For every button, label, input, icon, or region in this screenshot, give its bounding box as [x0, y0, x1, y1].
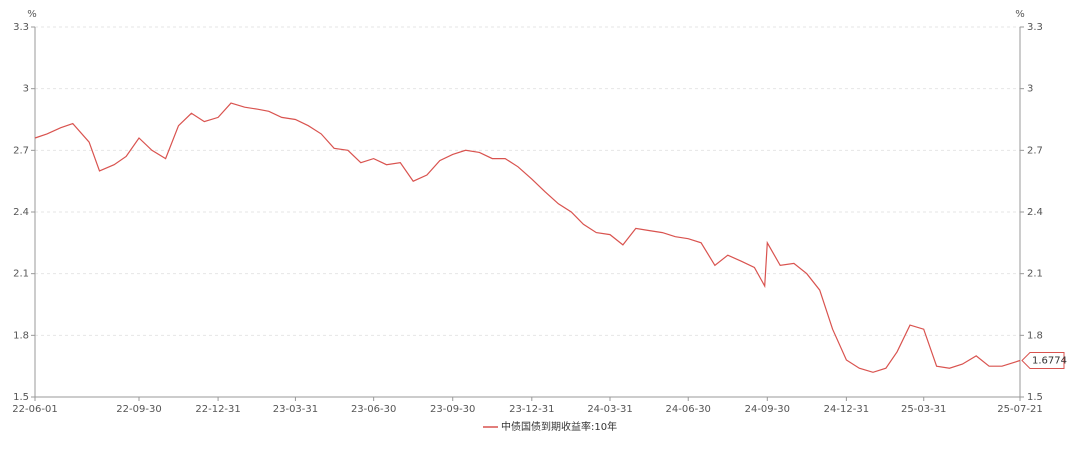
y-tick-label: 2.4	[13, 207, 29, 218]
y-tick-label: 3	[23, 84, 29, 95]
y2-tick-label: 2.7	[1027, 145, 1043, 156]
x-tick-label: 23-12-31	[509, 404, 554, 415]
y-unit: %	[27, 9, 37, 20]
y-tick-label: 1.8	[13, 330, 29, 341]
x-tick-label: 24-12-31	[824, 404, 869, 415]
y-tick-label: 3.3	[13, 22, 29, 33]
x-tick-label: 22-06-01	[12, 404, 57, 415]
y-tick-label: 2.7	[13, 145, 29, 156]
x-tick-label: 23-09-30	[430, 404, 475, 415]
x-tick-label: 24-06-30	[666, 404, 711, 415]
y2-tick-label: 2.4	[1027, 207, 1043, 218]
x-tick-label: 22-09-30	[116, 404, 161, 415]
value-label: 1.6774	[1032, 356, 1067, 367]
y-tick-label: 1.5	[13, 392, 29, 403]
x-tick-label: 22-12-31	[195, 404, 240, 415]
x-tick-label: 24-09-30	[745, 404, 790, 415]
x-tick-label: 23-06-30	[351, 404, 396, 415]
line	[34, 102, 1021, 373]
x-tick-label: 25-03-31	[901, 404, 946, 415]
y2-tick-label: 3	[1027, 84, 1033, 95]
y2-tick-label: 1.8	[1027, 330, 1043, 341]
y2-tick-label: 2.1	[1027, 269, 1043, 280]
x-tick-label: 24-03-31	[587, 404, 632, 415]
y2-tick-label: 1.5	[1027, 392, 1043, 403]
legend-label: 中债国债到期收益率:10年	[501, 420, 617, 433]
value-label-box	[1021, 352, 1065, 370]
y2-unit: %	[1015, 9, 1025, 20]
y-tick-label: 2.1	[13, 269, 29, 280]
y2-tick-label: 3.3	[1027, 22, 1043, 33]
x-tick-label: 23-03-31	[273, 404, 318, 415]
x-tick-label: 25-07-21	[997, 404, 1042, 415]
